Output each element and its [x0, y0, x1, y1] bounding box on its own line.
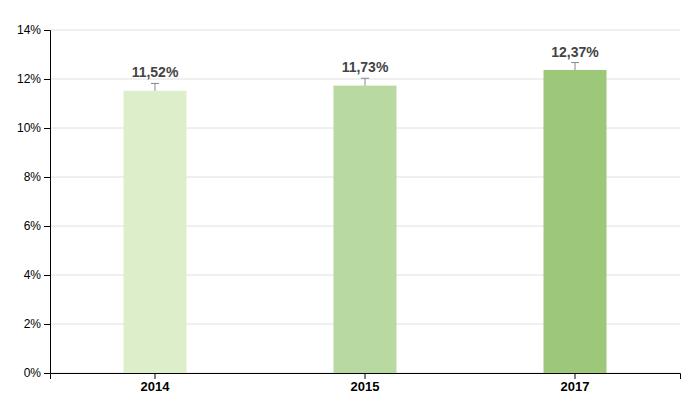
error-bar-cap: [571, 62, 579, 63]
data-label: 11,52%: [132, 64, 179, 80]
tick-label: 2015: [351, 379, 380, 394]
tick-label: 12%: [17, 72, 41, 86]
tick: 2015: [351, 373, 380, 394]
grid: [50, 30, 680, 373]
tick-label: 8%: [24, 170, 42, 184]
tick-label: 6%: [24, 219, 42, 233]
tick: 6%: [24, 219, 50, 233]
tick-mark: [155, 373, 156, 379]
tick-label: 4%: [24, 268, 42, 282]
tick: 12%: [17, 72, 50, 86]
tick-mark: [44, 226, 50, 227]
bar: [334, 86, 397, 373]
tick-mark: [44, 324, 50, 325]
tick-mark: [44, 177, 50, 178]
error-bar: [151, 83, 159, 90]
plot-area: 0%2%4%6%8%10%12%14%20142015201711,52%11,…: [17, 23, 681, 394]
tick-label: 2%: [24, 317, 42, 331]
bar: [544, 70, 607, 373]
error-bar-stem: [575, 63, 576, 70]
error-bar-cap: [151, 83, 159, 84]
tick-mark: [44, 30, 50, 31]
axis-line: [51, 374, 681, 380]
x-axis: 2014 2015 2017: [51, 373, 681, 394]
tick: 0%: [24, 366, 50, 380]
error-bar-stem: [155, 83, 156, 90]
tick-label: 14%: [17, 23, 41, 37]
error-bar: [571, 63, 579, 70]
axis-line: [44, 31, 51, 374]
error-bar: [361, 78, 369, 85]
grid-line: [50, 30, 680, 31]
error-bar-cap: [361, 78, 369, 79]
tick-label: 0%: [24, 366, 42, 380]
tick-label: 10%: [17, 121, 41, 135]
tick: 8%: [24, 170, 50, 184]
tick: 4%: [24, 268, 50, 282]
tick-mark: [365, 373, 366, 379]
chart: 0%2%4%6%8%10%12%14%20142015201711,52%11,…: [0, 0, 700, 413]
tick-mark: [44, 128, 50, 129]
tick-label: 2014: [141, 379, 171, 394]
tick-mark: [575, 373, 576, 379]
marks: [124, 63, 607, 373]
bar: [124, 91, 187, 373]
tick: 2%: [24, 317, 50, 331]
tick: 14%: [17, 23, 50, 37]
tick: 2014: [141, 373, 171, 394]
tick-mark: [44, 79, 50, 80]
tick-label: 2017: [561, 379, 590, 394]
tick-mark: [44, 373, 50, 374]
data-label: 12,37%: [551, 44, 599, 60]
error-bar-stem: [365, 78, 366, 85]
y-axis: 0% 2% 4% 6% 8% 10% 12% 14%: [17, 23, 51, 380]
tick: 10%: [17, 121, 50, 135]
data-labels: 11,52% 11,73% 12,37%: [132, 44, 600, 81]
data-label: 11,73%: [342, 59, 389, 75]
tick-mark: [44, 275, 50, 276]
tick: 2017: [561, 373, 590, 394]
